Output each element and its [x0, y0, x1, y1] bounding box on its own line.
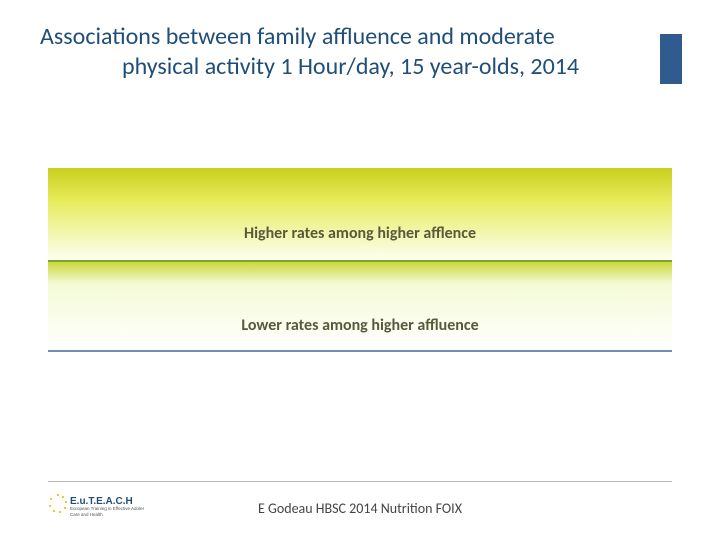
- footer: E Godeau HBSC 2014 Nutrition FOIX: [0, 499, 720, 518]
- band-lower-affluence: Lower rates among higher affluence: [48, 260, 672, 352]
- footer-rule: [48, 481, 672, 482]
- band-label: Higher rates among higher afflence: [244, 224, 476, 243]
- footer-text: E Godeau HBSC 2014 Nutrition FOIX: [258, 500, 462, 517]
- band-higher-affluence: Higher rates among higher afflence: [48, 168, 672, 260]
- slide: Associations between family affluence an…: [0, 0, 720, 540]
- accent-bar: [660, 34, 682, 84]
- band-chart: Higher rates among higher afflence Lower…: [48, 168, 672, 352]
- slide-title: Associations between family affluence an…: [40, 22, 640, 82]
- title-line-2: physical activity 1 Hour/day, 15 year-ol…: [40, 52, 640, 82]
- band-label: Lower rates among higher affluence: [241, 316, 478, 335]
- title-line-1: Associations between family affluence an…: [40, 22, 640, 52]
